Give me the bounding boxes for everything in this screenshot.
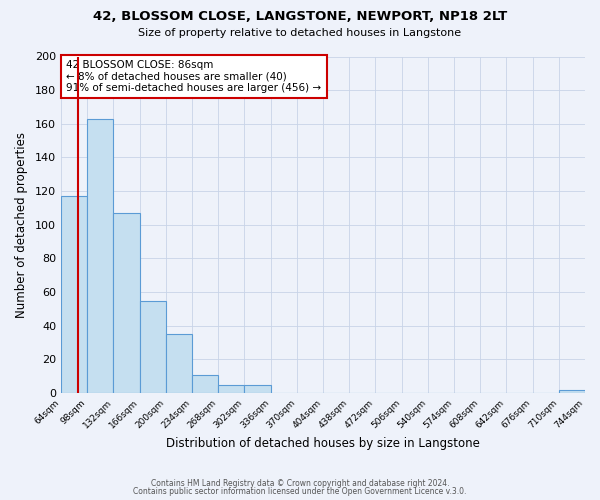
Bar <box>559 390 585 393</box>
Bar <box>166 334 192 393</box>
Text: 42, BLOSSOM CLOSE, LANGSTONE, NEWPORT, NP18 2LT: 42, BLOSSOM CLOSE, LANGSTONE, NEWPORT, N… <box>93 10 507 23</box>
Y-axis label: Number of detached properties: Number of detached properties <box>15 132 28 318</box>
Text: Size of property relative to detached houses in Langstone: Size of property relative to detached ho… <box>139 28 461 38</box>
Bar <box>218 384 244 393</box>
Text: Contains public sector information licensed under the Open Government Licence v.: Contains public sector information licen… <box>133 487 467 496</box>
Bar <box>61 196 87 393</box>
X-axis label: Distribution of detached houses by size in Langstone: Distribution of detached houses by size … <box>166 437 480 450</box>
Text: 42 BLOSSOM CLOSE: 86sqm
← 8% of detached houses are smaller (40)
91% of semi-det: 42 BLOSSOM CLOSE: 86sqm ← 8% of detached… <box>66 60 321 93</box>
Bar <box>87 119 113 393</box>
Bar <box>113 213 140 393</box>
Bar <box>244 384 271 393</box>
Bar <box>192 374 218 393</box>
Bar <box>140 300 166 393</box>
Text: Contains HM Land Registry data © Crown copyright and database right 2024.: Contains HM Land Registry data © Crown c… <box>151 478 449 488</box>
